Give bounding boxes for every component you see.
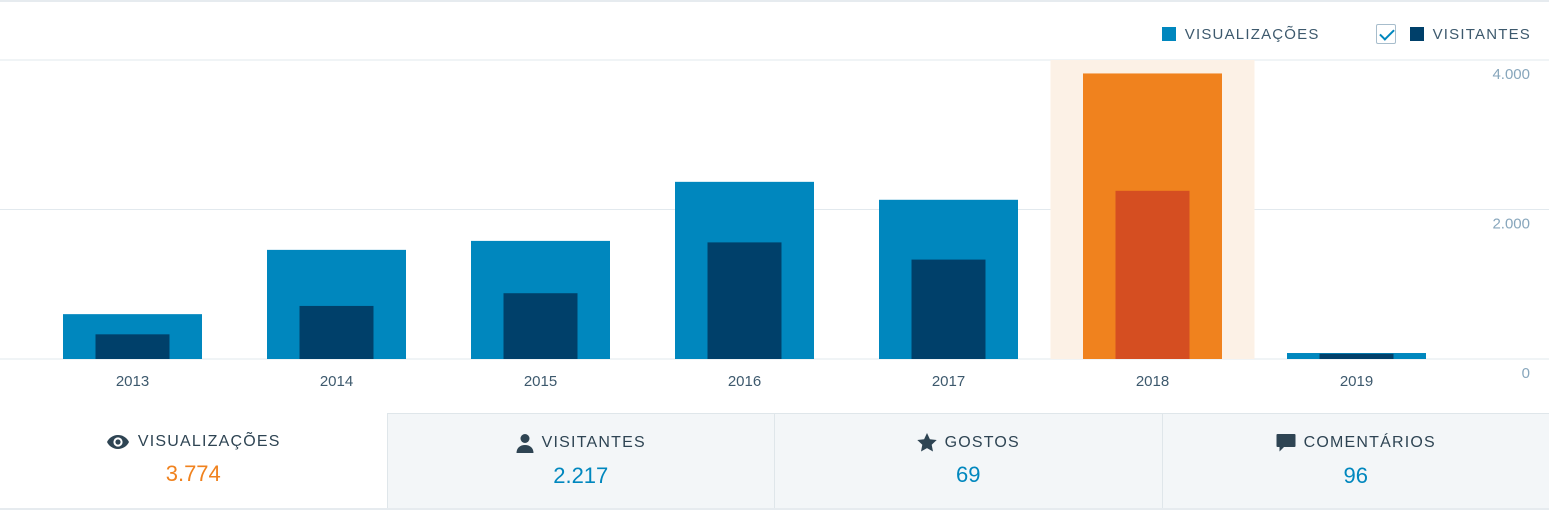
tab-likes[interactable]: GOSTOS 69 xyxy=(774,413,1162,510)
legend-views-label: VISUALIZAÇÕES xyxy=(1184,25,1320,43)
bar-visitors-2015 xyxy=(503,293,578,359)
tab-comments[interactable]: COMENTÁRIOS 96 xyxy=(1161,413,1549,510)
y-tick-label: 2.000 xyxy=(1492,216,1530,233)
x-tick-label-2019: 2019 xyxy=(1340,373,1373,390)
y-tick-label: 4.000 xyxy=(1492,66,1530,83)
legend-visitors[interactable]: VISITANTES xyxy=(1375,24,1531,44)
tab-views-label: VISUALIZAÇÕES xyxy=(137,433,281,450)
x-tick-label-2015: 2015 xyxy=(524,373,557,390)
tab-comments-value: 96 xyxy=(1343,463,1368,488)
legend-views-swatch xyxy=(1161,27,1176,41)
bottom-border xyxy=(0,508,1549,510)
legend-views: VISUALIZAÇÕES xyxy=(1161,25,1320,43)
bar-visitors-2014 xyxy=(299,305,374,359)
tab-visitors[interactable]: VISITANTES 2.217 xyxy=(386,413,774,510)
bar-chart: 0 2.000 4.000 2013 2014 2015 2016 2017 2018 2019 xyxy=(0,59,1549,390)
x-tick-label-2017: 2017 xyxy=(932,373,965,390)
tab-visitors-value: 2.217 xyxy=(553,463,609,488)
legend-visitors-swatch xyxy=(1409,27,1424,41)
legend-visitors-label: VISITANTES xyxy=(1432,25,1531,43)
eye-icon xyxy=(106,435,129,449)
bar-visitors-2016 xyxy=(707,242,782,359)
star-icon xyxy=(916,433,937,452)
x-tick-label-2018: 2018 xyxy=(1136,373,1169,390)
top-border xyxy=(0,0,1549,2)
comment-icon xyxy=(1276,434,1296,452)
x-tick-label-2016: 2016 xyxy=(728,373,761,390)
x-tick-label-2014: 2014 xyxy=(320,373,353,390)
tab-likes-label: GOSTOS xyxy=(944,433,1020,451)
chart-legend: VISUALIZAÇÕES VISITANTES xyxy=(1161,24,1531,44)
tab-likes-value: 69 xyxy=(956,462,981,487)
bar-visitors-2018 xyxy=(1115,190,1190,359)
tab-comments-label: COMENTÁRIOS xyxy=(1303,434,1436,451)
bar-visitors-2017 xyxy=(911,259,986,359)
bar-visitors-2019 xyxy=(1319,353,1394,359)
bar-visitors-2013 xyxy=(95,334,170,359)
tab-views[interactable]: VISUALIZAÇÕES 3.774 xyxy=(0,413,387,510)
person-icon xyxy=(516,434,534,453)
y-tick-label: 0 xyxy=(1522,365,1530,382)
visitors-toggle-checkbox[interactable] xyxy=(1375,24,1396,44)
stats-tabs: VISUALIZAÇÕES 3.774 VISITANTES 2.217 GOS… xyxy=(0,413,1549,510)
tab-visitors-label: VISITANTES xyxy=(541,434,646,451)
x-tick-label-2013: 2013 xyxy=(116,373,149,390)
tab-views-value: 3.774 xyxy=(165,461,221,486)
